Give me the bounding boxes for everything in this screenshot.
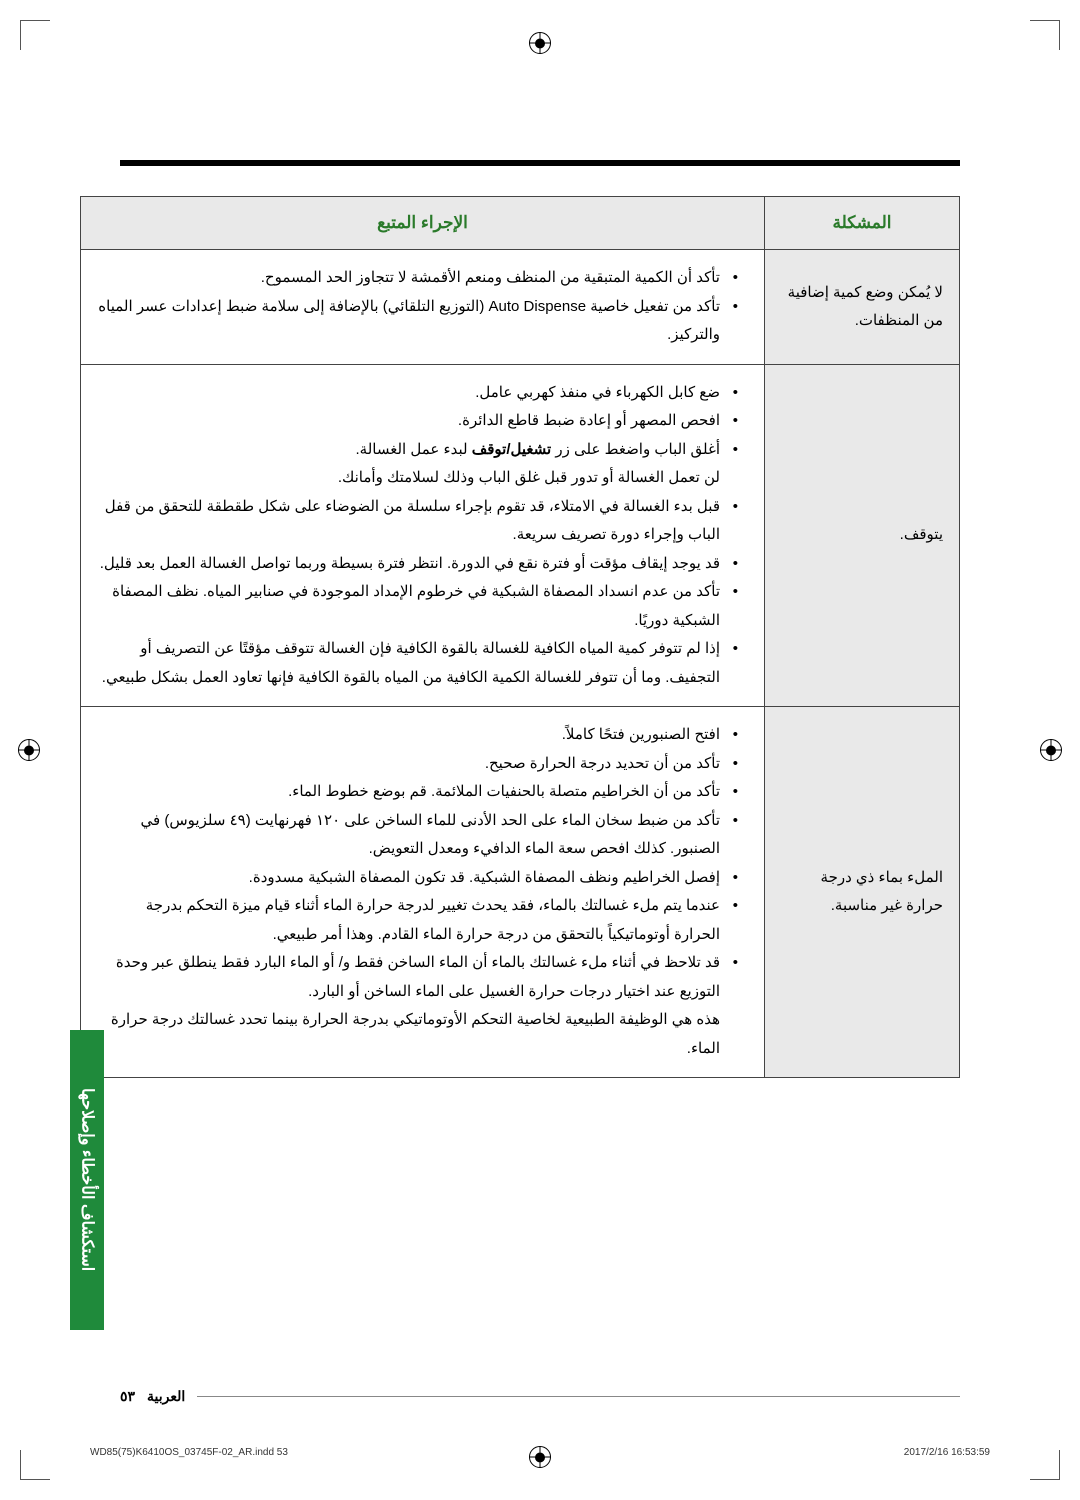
print-file-name: WD85(75)K6410OS_03745F-02_AR.indd 53 xyxy=(90,1447,288,1458)
action-list: افتح الصنبورين فتحًا كاملاً.تأكد من أن ت… xyxy=(97,721,748,1063)
troubleshooting-table: المشكلة الإجراء المتبع لا يُمكن وضع كمية… xyxy=(80,196,960,1078)
page-footer: ٥٣ العربية xyxy=(120,1388,960,1405)
bold-term: تشغيل/توقف xyxy=(472,441,551,458)
problem-cell: لا يُمكن وضع كمية إضافية من المنظفات. xyxy=(765,250,960,365)
action-item: تأكد أن الكمية المتبقية من المنظف ومنعم … xyxy=(97,264,734,293)
footer-language-label: العربية xyxy=(147,1388,185,1405)
problem-cell: الملء بماء ذي درجة حرارة غير مناسبة. xyxy=(765,707,960,1078)
crop-mark-tl xyxy=(20,20,50,50)
action-item: افتح الصنبورين فتحًا كاملاً. xyxy=(97,721,734,750)
action-cell: افتح الصنبورين فتحًا كاملاً.تأكد من أن ت… xyxy=(81,707,765,1078)
registration-mark-right xyxy=(1040,739,1062,761)
action-item: تأكد من أن الخراطيم متصلة بالحنفيات المل… xyxy=(97,778,734,807)
crop-mark-tr xyxy=(1030,20,1060,50)
page-number: ٥٣ xyxy=(120,1388,135,1405)
section-tab: استكشاف الأخطاء وإصلاحها xyxy=(70,1030,104,1330)
table-row: الملء بماء ذي درجة حرارة غير مناسبة.افتح… xyxy=(81,707,960,1078)
action-cell: ضع كابل الكهرباء في منفذ كهربي عامل.افحص… xyxy=(81,364,765,707)
action-item: تأكد من أن تحديد درجة الحرارة صحيح. xyxy=(97,750,734,779)
action-item: تأكد من عدم انسداد المصفاة الشبكية في خر… xyxy=(97,578,734,635)
crop-mark-br xyxy=(1030,1450,1060,1480)
action-item: تأكد من تفعيل خاصية Auto Dispense (التوز… xyxy=(97,293,734,350)
heading-rule xyxy=(120,160,960,166)
page: المشكلة الإجراء المتبع لا يُمكن وضع كمية… xyxy=(0,0,1080,1500)
action-item: تأكد من ضبط سخان الماء على الحد الأدنى ل… xyxy=(97,807,734,864)
table-row: لا يُمكن وضع كمية إضافية من المنظفات. تأك… xyxy=(81,250,960,365)
col-header-problem: المشكلة xyxy=(765,197,960,250)
registration-mark-top xyxy=(529,32,551,54)
print-timestamp: 2017/2/16 16:53:59 xyxy=(904,1447,990,1458)
action-item: إفصل الخراطيم ونظف المصفاة الشبكية. قد ت… xyxy=(97,864,734,893)
action-item: إذا لم تتوفر كمية المياه الكافية للغسالة… xyxy=(97,635,734,692)
print-metadata: WD85(75)K6410OS_03745F-02_AR.indd 53 201… xyxy=(90,1447,990,1458)
action-item: قبل بدء الغسالة في الامتلاء، قد تقوم بإج… xyxy=(97,493,734,550)
action-item: قد تلاحظ في أثناء ملء غسالتك بالماء أن ا… xyxy=(97,949,734,1063)
action-item: أغلق الباب واضغط على زر تشغيل/توقف لبدء … xyxy=(97,436,734,493)
problem-cell: يتوقف. xyxy=(765,364,960,707)
footer-rule xyxy=(197,1396,960,1397)
action-list: تأكد أن الكمية المتبقية من المنظف ومنعم … xyxy=(97,264,748,350)
col-header-action: الإجراء المتبع xyxy=(81,197,765,250)
action-list: ضع كابل الكهرباء في منفذ كهربي عامل.افحص… xyxy=(97,379,748,693)
action-cell: تأكد أن الكمية المتبقية من المنظف ومنعم … xyxy=(81,250,765,365)
action-item: ضع كابل الكهرباء في منفذ كهربي عامل. xyxy=(97,379,734,408)
table-row: يتوقف.ضع كابل الكهرباء في منفذ كهربي عام… xyxy=(81,364,960,707)
action-item: افحص المصهر أو إعادة ضبط قاطع الدائرة. xyxy=(97,407,734,436)
action-item: عندما يتم ملء غسالتك بالماء، فقد يحدث تغ… xyxy=(97,892,734,949)
crop-mark-bl xyxy=(20,1450,50,1480)
action-item: قد يوجد إيقاف مؤقت أو فترة نقع في الدورة… xyxy=(97,550,734,579)
registration-mark-left xyxy=(18,739,40,761)
